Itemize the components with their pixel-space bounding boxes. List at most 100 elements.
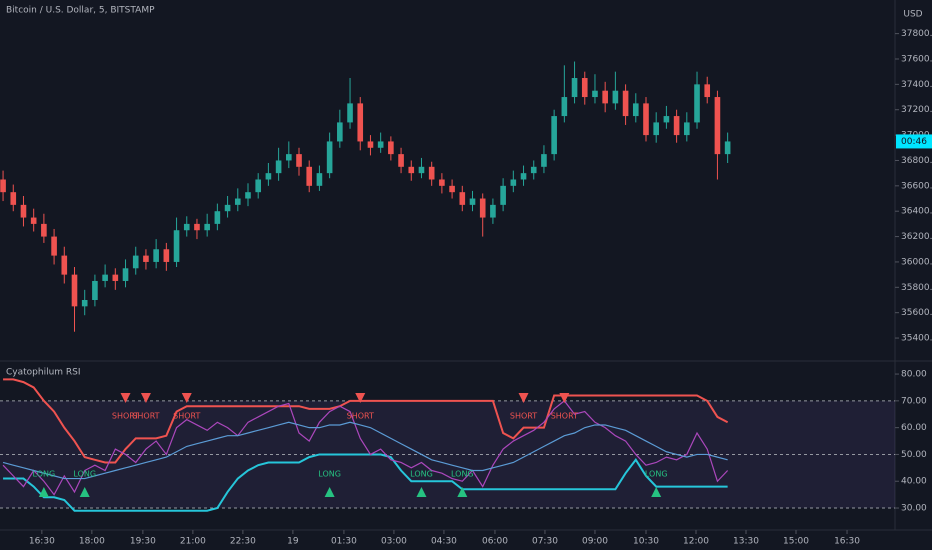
candle-body <box>234 198 241 205</box>
candle-body <box>265 173 272 180</box>
candle-body <box>592 90 598 98</box>
x-tick-label: 06:00 <box>482 537 508 547</box>
y-tick-label: 50.00 <box>901 450 927 460</box>
candle-body <box>296 154 302 167</box>
x-tick-label: 07:30 <box>532 537 558 547</box>
signal-label: LONG <box>33 470 56 479</box>
candle-body <box>490 204 496 218</box>
y-tick-label: 36400.00 <box>901 207 932 217</box>
candle-body <box>71 274 78 307</box>
candle-body <box>541 154 547 167</box>
x-tick-label: 10:30 <box>633 537 659 547</box>
candle-body <box>214 211 221 224</box>
signal-label: LONG <box>410 470 433 479</box>
x-tick-label: 09:00 <box>582 537 608 547</box>
candle-body <box>510 179 517 186</box>
y-tick-label: 80.00 <box>901 370 927 380</box>
signal-marker <box>651 487 662 497</box>
candle-body <box>41 223 47 237</box>
candle-body <box>377 141 384 148</box>
signal-marker <box>416 487 427 497</box>
candle-body <box>20 204 27 218</box>
candle-body <box>306 166 313 186</box>
signal-marker <box>79 487 90 497</box>
candle-body <box>459 192 466 205</box>
candle-body <box>112 274 119 281</box>
y-tick-label: 35800.00 <box>901 283 932 293</box>
x-tick-label: 04:30 <box>431 537 457 547</box>
signal-label: SHORT <box>112 412 139 421</box>
candle-body <box>30 217 37 224</box>
signal-label: SHORT <box>347 412 374 421</box>
candle-body <box>183 223 190 231</box>
candle-body <box>92 280 98 300</box>
candle-body <box>81 300 88 307</box>
y-tick-label: 36000.00 <box>901 257 932 267</box>
signal-label: SHORT <box>510 412 537 421</box>
candle-body <box>367 141 374 148</box>
x-tick-label: 16:30 <box>29 537 55 547</box>
candle-body <box>245 192 251 199</box>
candle-body <box>275 160 282 174</box>
signal-marker <box>181 393 192 403</box>
x-tick-label: 18:00 <box>79 537 105 547</box>
candle-body <box>439 179 445 186</box>
candle-body <box>530 166 537 174</box>
series-line <box>3 378 729 464</box>
signal-label: SHORT <box>173 412 200 421</box>
candle-body <box>694 84 700 123</box>
candle-body <box>337 122 343 142</box>
candle-body <box>714 97 721 155</box>
candle-body <box>449 185 455 193</box>
signal-marker <box>38 487 49 497</box>
candle-body <box>408 166 415 174</box>
candle-body <box>224 204 231 212</box>
y-tick-label: 36800.00 <box>901 156 932 166</box>
candle-body <box>428 166 435 180</box>
candle-body <box>571 78 578 98</box>
candle-body <box>469 198 476 205</box>
y-tick-label: 35400.00 <box>901 334 932 344</box>
signal-marker <box>120 393 131 403</box>
candle-body <box>561 97 568 117</box>
series-line <box>3 453 728 512</box>
candle-body <box>398 154 404 167</box>
x-tick-label: 19:30 <box>130 537 156 547</box>
y-tick-label: 70.00 <box>901 396 927 406</box>
chart-title: Bitcoin / U.S. Dollar, 5, BITSTAMP <box>6 6 155 16</box>
candle-body <box>643 103 649 136</box>
x-tick-label: 03:00 <box>381 537 407 547</box>
candle-body <box>520 173 527 180</box>
axis-unit: USD <box>903 10 922 20</box>
candle-body <box>286 154 292 161</box>
signal-marker <box>355 393 366 403</box>
candle-body <box>581 78 588 98</box>
last-price-box <box>896 134 932 149</box>
y-tick-label: 37200.00 <box>901 105 932 115</box>
candle-body <box>61 255 68 275</box>
candle-body <box>143 255 149 262</box>
signal-label: LONG <box>73 470 96 479</box>
candle-body <box>357 103 364 142</box>
y-tick-label: 35600.00 <box>901 308 932 318</box>
candle-body <box>653 122 660 136</box>
indicator-title: Cyatophilum RSI <box>6 368 81 378</box>
signal-label: SHORT <box>132 412 159 421</box>
candle-body <box>663 116 670 123</box>
signal-marker <box>457 487 468 497</box>
y-tick-label: 60.00 <box>901 423 927 433</box>
x-tick-label: 01:30 <box>331 537 357 547</box>
signal-marker <box>140 393 151 403</box>
y-tick-label: 30.00 <box>901 504 927 514</box>
candle-body <box>347 103 353 123</box>
x-tick-label: 19 <box>287 537 299 547</box>
candle-body <box>622 90 629 117</box>
x-tick-label: 13:30 <box>733 537 759 547</box>
candle-body <box>684 122 690 136</box>
candle-body <box>704 84 711 98</box>
candle-body <box>10 192 17 205</box>
candle-body <box>132 255 139 269</box>
candle-body <box>551 116 557 155</box>
candle-body <box>602 90 608 104</box>
